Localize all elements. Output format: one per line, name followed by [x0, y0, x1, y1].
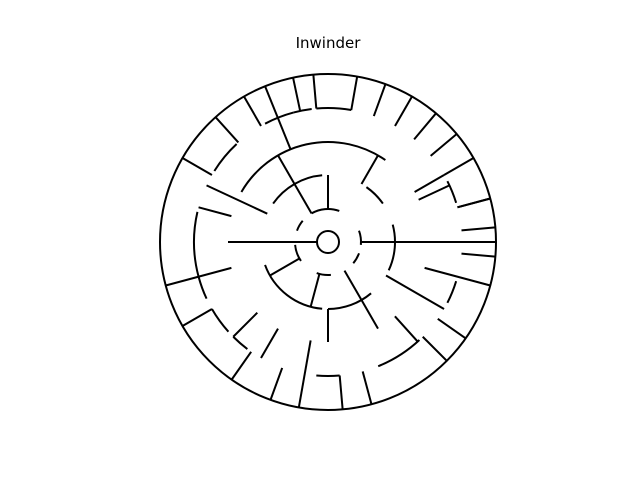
maze-wall-arc	[352, 252, 360, 264]
maze-wall-radial	[343, 270, 363, 301]
maze-wall-radial	[198, 206, 232, 218]
maze-wall-radial	[230, 351, 252, 381]
maze-wall-radial	[360, 154, 379, 185]
maze-wall-arc	[232, 336, 248, 350]
maze-wall-radial	[372, 83, 387, 117]
maze-wall-radial	[182, 157, 213, 176]
maze-wall-radial	[214, 116, 240, 144]
maze-wall-radial	[297, 340, 312, 408]
maze-wall-radial	[232, 312, 258, 338]
maze-wall-radial	[430, 133, 458, 157]
maze-wall-radial	[461, 226, 496, 232]
maze-wall-radial	[182, 308, 213, 327]
maze-wall-arc	[316, 374, 340, 377]
maze-wall-radial	[394, 315, 419, 343]
maze-wall-radial	[338, 375, 344, 410]
maze-wall-arc	[311, 208, 340, 215]
maze-wall-radial	[292, 77, 302, 112]
maze-walls	[159, 73, 497, 411]
maze-wall-arc	[211, 308, 230, 333]
maze-wall-radial	[264, 85, 292, 150]
maze-wall-radial	[165, 266, 232, 287]
maze-wall-arc	[387, 224, 396, 271]
maze-wall-arc	[193, 211, 200, 277]
maze-wall-radial	[443, 157, 474, 176]
maze-wall-arc	[358, 230, 362, 245]
maze-wall-radial	[360, 299, 379, 330]
maze-wall-radial	[277, 154, 296, 185]
maze-wall-radial	[437, 318, 467, 340]
maze-wall-radial	[260, 328, 279, 359]
maze-wall-arc	[365, 186, 384, 205]
maze-wall-arc	[327, 292, 372, 310]
maze-wall-arc	[316, 272, 331, 276]
maze-wall-radial	[312, 74, 318, 109]
maze-wall-radial	[269, 367, 284, 401]
maze-wall-radial	[293, 183, 313, 214]
maze-wall-radial	[418, 184, 450, 201]
maze-wall-arc	[296, 220, 304, 232]
maze-wall-arc	[294, 244, 302, 262]
maze-wall-radial	[414, 174, 445, 193]
maze-wall-radial	[394, 96, 413, 127]
maze-wall-radial	[413, 112, 437, 140]
maze-wall-radial	[461, 252, 496, 258]
maze-wall-radial	[422, 336, 448, 362]
maze-wall-arc	[197, 276, 208, 300]
maze-wall-radial	[457, 197, 491, 209]
maze-wall-arc	[240, 141, 386, 193]
maze-wall-radial	[424, 266, 491, 287]
maze-wall-radial	[350, 76, 359, 111]
maze-wall-arc	[213, 143, 238, 172]
maze-wall-radial	[269, 257, 300, 277]
maze-wall-arc	[316, 107, 352, 112]
maze-wall-arc	[264, 264, 323, 310]
maze-wall-radial	[385, 274, 445, 310]
maze-wall-arc	[293, 108, 312, 114]
maze-wall-arc	[446, 180, 458, 204]
maze-title: Inwinder	[295, 34, 361, 52]
maze-wall-radial	[206, 184, 268, 215]
maze-wall-arc	[377, 339, 421, 368]
center-circle	[316, 230, 340, 254]
maze-wall-radial	[243, 96, 262, 127]
maze-wall-radial	[309, 273, 321, 307]
maze-wall-arc	[264, 111, 294, 125]
maze-wall-arc	[446, 280, 458, 304]
maze-wall-radial	[361, 371, 373, 405]
